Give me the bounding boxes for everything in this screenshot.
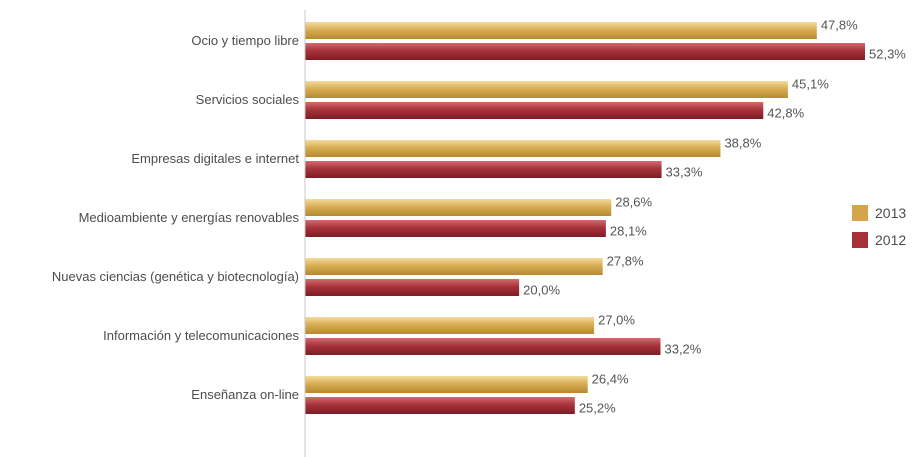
bar-2012 bbox=[305, 279, 520, 296]
bar-2013 bbox=[305, 22, 817, 39]
value-label: 33,2% bbox=[664, 342, 701, 357]
legend-label: 2013 bbox=[875, 205, 906, 221]
category-label: Información y telecomunicaciones bbox=[103, 328, 299, 343]
value-label: 47,8% bbox=[821, 18, 858, 33]
legend: 2013 2012 bbox=[852, 205, 906, 248]
value-label: 33,3% bbox=[666, 165, 703, 180]
bar-2012 bbox=[305, 161, 662, 178]
bar-2013 bbox=[305, 81, 788, 98]
bar-2012 bbox=[305, 43, 865, 60]
value-label: 27,0% bbox=[598, 313, 635, 328]
category-label: Ocio y tiempo libre bbox=[191, 33, 299, 48]
category-label: Empresas digitales e internet bbox=[131, 151, 299, 166]
bar-2012 bbox=[305, 102, 764, 119]
value-labels-group: 47,8% 52,3% 45,1% 42,8% 38,8% 33,3% 28,6% 28,1%… bbox=[523, 18, 906, 416]
value-label: 28,1% bbox=[610, 224, 647, 239]
value-label: 27,8% bbox=[607, 254, 644, 269]
value-label: 20,0% bbox=[523, 283, 560, 298]
bars-group bbox=[305, 22, 865, 414]
value-label: 26,4% bbox=[592, 372, 629, 387]
value-label: 45,1% bbox=[792, 77, 829, 92]
bar-2013 bbox=[305, 258, 603, 275]
value-label: 52,3% bbox=[869, 47, 906, 62]
value-label: 25,2% bbox=[579, 401, 616, 416]
legend-swatch-2012 bbox=[852, 232, 868, 248]
category-labels-group: Ocio y tiempo libre Servicios sociales Emp… bbox=[52, 33, 300, 402]
bar-2012 bbox=[305, 220, 606, 237]
category-label: Enseñanza on-line bbox=[191, 387, 299, 402]
value-label: 42,8% bbox=[767, 106, 804, 121]
value-label: 38,8% bbox=[724, 136, 761, 151]
category-label: Servicios sociales bbox=[196, 92, 300, 107]
legend-swatch-2013 bbox=[852, 205, 868, 221]
bar-2013 bbox=[305, 376, 588, 393]
bar-2013 bbox=[305, 317, 595, 334]
bar-2013 bbox=[305, 199, 612, 216]
legend-label: 2012 bbox=[875, 232, 906, 248]
category-label: Medioambiente y energías renovables bbox=[79, 210, 300, 225]
value-label: 28,6% bbox=[615, 195, 652, 210]
bar-2012 bbox=[305, 338, 661, 355]
category-label: Nuevas ciencias (genética y biotecnologí… bbox=[52, 269, 299, 284]
bar-2012 bbox=[305, 397, 575, 414]
bar-2013 bbox=[305, 140, 721, 157]
